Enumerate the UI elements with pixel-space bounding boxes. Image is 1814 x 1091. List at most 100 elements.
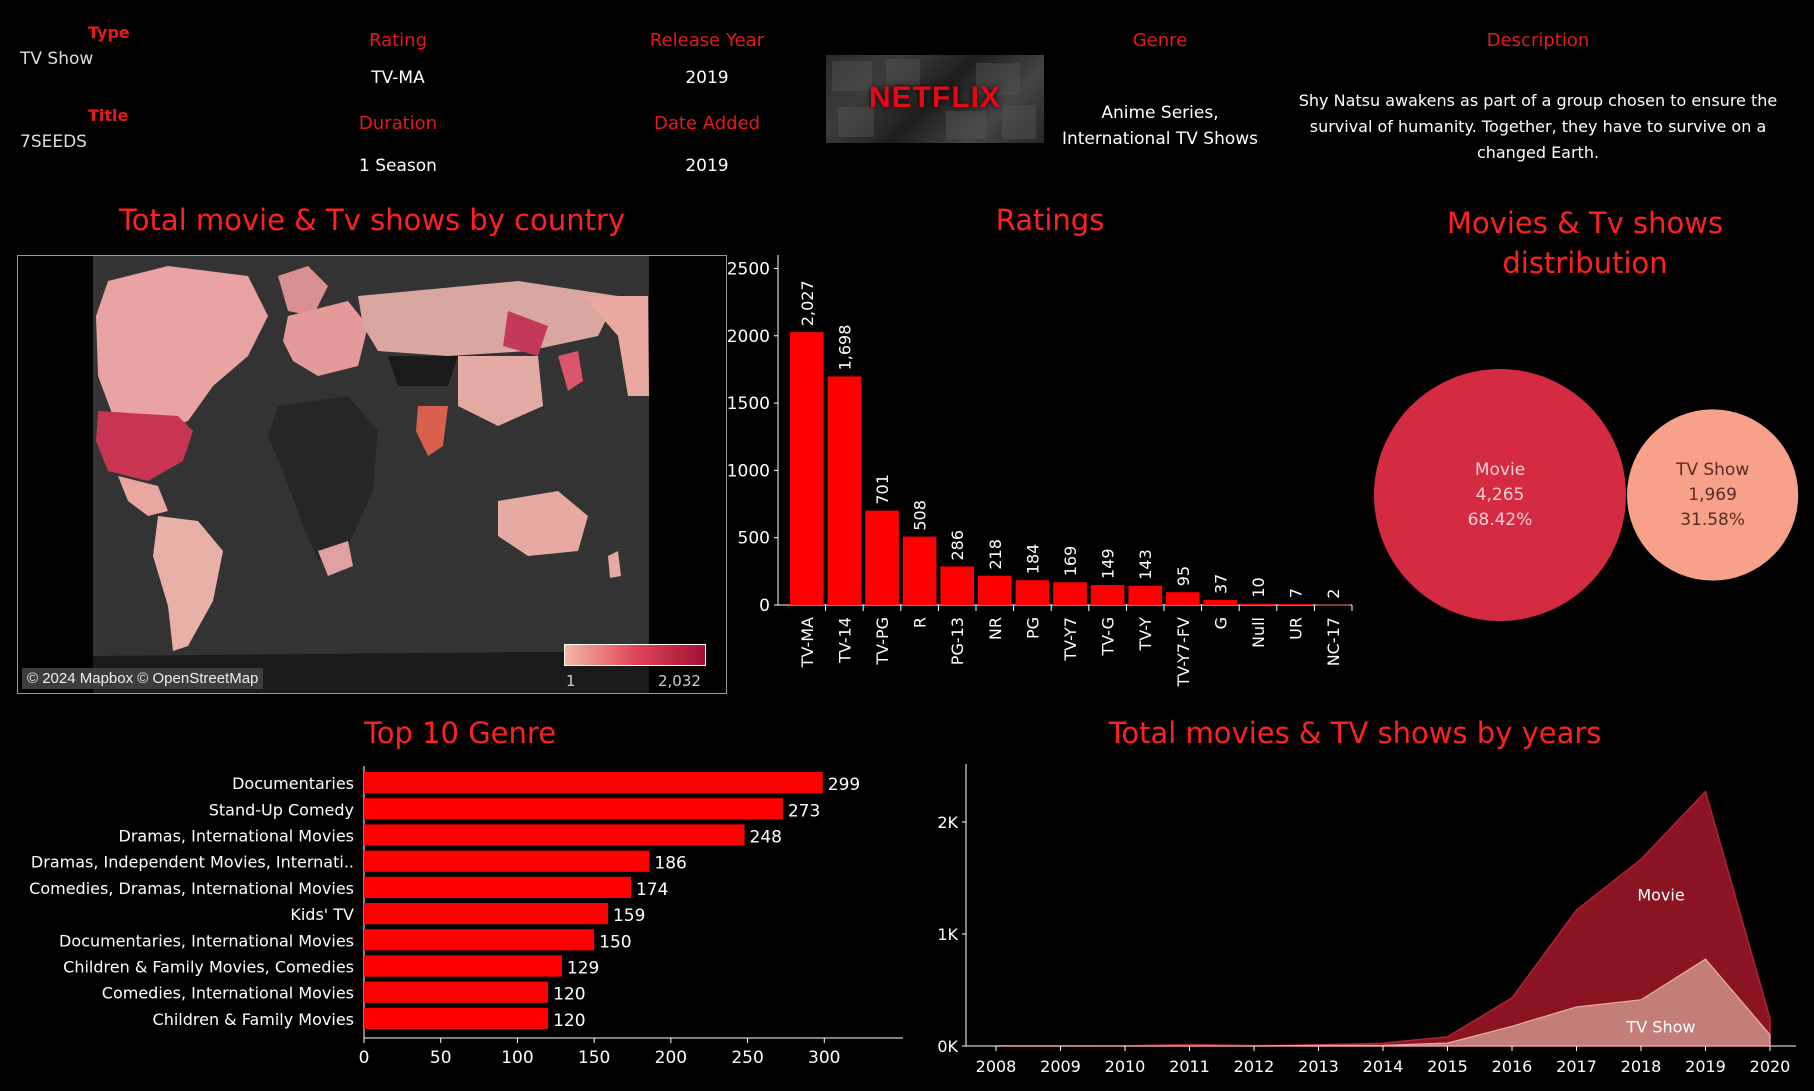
ratings-bar[interactable] <box>790 332 824 605</box>
genre-x-tick-label: 300 <box>808 1048 840 1068</box>
ratings-category-label: TV-PG <box>873 617 892 666</box>
years-x-tick-label: 2020 <box>1750 1057 1791 1076</box>
ratings-bar[interactable] <box>1316 604 1350 606</box>
map-attribution[interactable]: © 2024 Mapbox © OpenStreetMap <box>22 668 264 689</box>
distribution-bubble[interactable] <box>1374 369 1626 621</box>
ratings-value-label: 184 <box>1023 544 1042 575</box>
years-x-tick-label: 2014 <box>1363 1057 1404 1076</box>
genre-value-label: 248 <box>750 828 782 848</box>
world-map-svg <box>93 256 649 693</box>
ratings-y-tick-label: 0 <box>759 596 770 616</box>
ratings-value-label: 2 <box>1324 589 1343 599</box>
years-x-tick-label: 2010 <box>1105 1057 1146 1076</box>
ratings-bar[interactable] <box>1015 580 1050 605</box>
bubble-share: 31.58% <box>1680 510 1745 530</box>
description-value: Shy Natsu awakens as part of a group cho… <box>1298 91 1778 162</box>
years-x-tick-label: 2017 <box>1556 1057 1597 1076</box>
genre-category-label: Documentaries <box>232 774 354 793</box>
type-label: Type <box>88 23 130 42</box>
genre-value-label: 120 <box>553 1011 585 1031</box>
years-x-tick-label: 2008 <box>976 1057 1017 1076</box>
ratings-bar[interactable] <box>1166 592 1200 605</box>
ratings-category-label: TV-14 <box>835 617 854 664</box>
duration-label: Duration <box>358 113 438 134</box>
map-color-legend <box>564 644 706 666</box>
genre-bar[interactable] <box>364 1007 549 1029</box>
genre-bar[interactable] <box>364 850 650 872</box>
netflix-wordmark: NETFLIX <box>869 81 1001 114</box>
country-map[interactable]: © 2024 Mapbox © OpenStreetMap 1 2,032 <box>17 255 727 694</box>
netflix-logo: NETFLIX <box>826 55 1044 143</box>
genre-bar[interactable] <box>364 929 595 951</box>
map-title: Total movie & Tv shows by country <box>118 203 626 237</box>
genre-bar[interactable] <box>364 798 783 820</box>
years-x-tick-label: 2016 <box>1492 1057 1533 1076</box>
ratings-category-label: TV-Y <box>1136 617 1155 652</box>
ratings-y-tick-label: 1000 <box>727 461 770 481</box>
bubble-name: TV Show <box>1675 460 1749 480</box>
south-africa-shape <box>318 541 353 576</box>
ratings-bar[interactable] <box>978 575 1012 605</box>
ratings-bar[interactable] <box>1203 600 1238 605</box>
ratings-category-label: PG-13 <box>948 617 967 665</box>
new-zealand-shape <box>608 551 621 578</box>
genre-x-tick-label: 50 <box>430 1048 452 1068</box>
china-shape <box>458 356 543 426</box>
ratings-chart: 0 500 1000 1500 2000 2500 TV-MA TV-14 TV-PG R PG-1… <box>727 255 1353 688</box>
genre-chart: 0 50 100 150 200 250 300 Documentaries Stand-Up … <box>29 766 903 1068</box>
legend-max-label: 2,032 <box>658 672 701 690</box>
ratings-bar[interactable] <box>1128 585 1162 605</box>
ratings-bar[interactable] <box>1241 603 1275 605</box>
genre-bar[interactable] <box>364 772 823 794</box>
distribution-title: Movies & Tv shows distribution <box>1446 206 1724 280</box>
ratings-bar[interactable] <box>902 536 937 605</box>
genre-bar[interactable] <box>364 876 631 898</box>
ratings-y-tick-label: 2500 <box>727 259 770 279</box>
ratings-bar[interactable] <box>1053 582 1087 605</box>
japan-shape <box>558 351 583 391</box>
genre-bar[interactable] <box>364 824 745 846</box>
genre-bar[interactable] <box>364 981 549 1003</box>
genre-x-tick-label: 150 <box>578 1048 610 1068</box>
ratings-value-label: 286 <box>948 530 967 561</box>
years-x-tick-label: 2013 <box>1298 1057 1339 1076</box>
ratings-bar[interactable] <box>940 566 974 606</box>
release-year-label: Release Year <box>649 30 765 51</box>
genre-category-label: Comedies, International Movies <box>102 984 354 1003</box>
ratings-value-label: 149 <box>1099 548 1118 579</box>
tv-show-area[interactable] <box>995 958 1771 1047</box>
ratings-value-label: 701 <box>873 474 892 505</box>
ratings-category-label: R <box>911 617 930 628</box>
genre-category-label: Kids' TV <box>290 905 354 924</box>
genre-bar[interactable] <box>364 903 608 925</box>
ratings-category-label: NR <box>986 617 1005 640</box>
genre-category-label: Children & Family Movies, Comedies <box>63 958 354 977</box>
ratings-value-label: 10 <box>1249 577 1268 597</box>
release-year-value: 2019 <box>685 68 729 88</box>
ratings-category-label: UR <box>1287 617 1306 640</box>
ratings-bar[interactable] <box>1278 604 1313 605</box>
ratings-category-label: TV-Y7-FV <box>1174 617 1193 688</box>
africa-shape <box>268 396 378 561</box>
ratings-bar[interactable] <box>1090 584 1125 605</box>
ratings-category-label: TV-Y7 <box>1061 617 1080 662</box>
ratings-bar[interactable] <box>865 510 899 605</box>
europe-shape <box>283 301 368 376</box>
usa-shape <box>96 411 193 481</box>
bubble-share: 68.42% <box>1468 510 1533 530</box>
genre-bar[interactable] <box>364 955 562 977</box>
date-added-value: 2019 <box>685 156 729 176</box>
canada-shape <box>96 266 268 436</box>
title-label: Title <box>88 106 129 125</box>
genre-x-tick-label: 100 <box>501 1048 533 1068</box>
distribution-bubble[interactable] <box>1627 409 1799 581</box>
years-chart: 0K 1K 2K 2008 2009 2010 2011 2012 2013 2014 2015 20… <box>937 764 1796 1076</box>
central-asia-shape <box>388 356 458 386</box>
ratings-value-label: 508 <box>911 500 930 531</box>
ratings-category-label: TV-MA <box>798 617 817 668</box>
duration-value: 1 Season <box>359 156 437 176</box>
years-x-tick-label: 2009 <box>1040 1057 1081 1076</box>
ratings-bar[interactable] <box>827 376 862 605</box>
genre-value-label: 186 <box>654 854 686 874</box>
genre-category-label: Children & Family Movies <box>153 1010 354 1029</box>
